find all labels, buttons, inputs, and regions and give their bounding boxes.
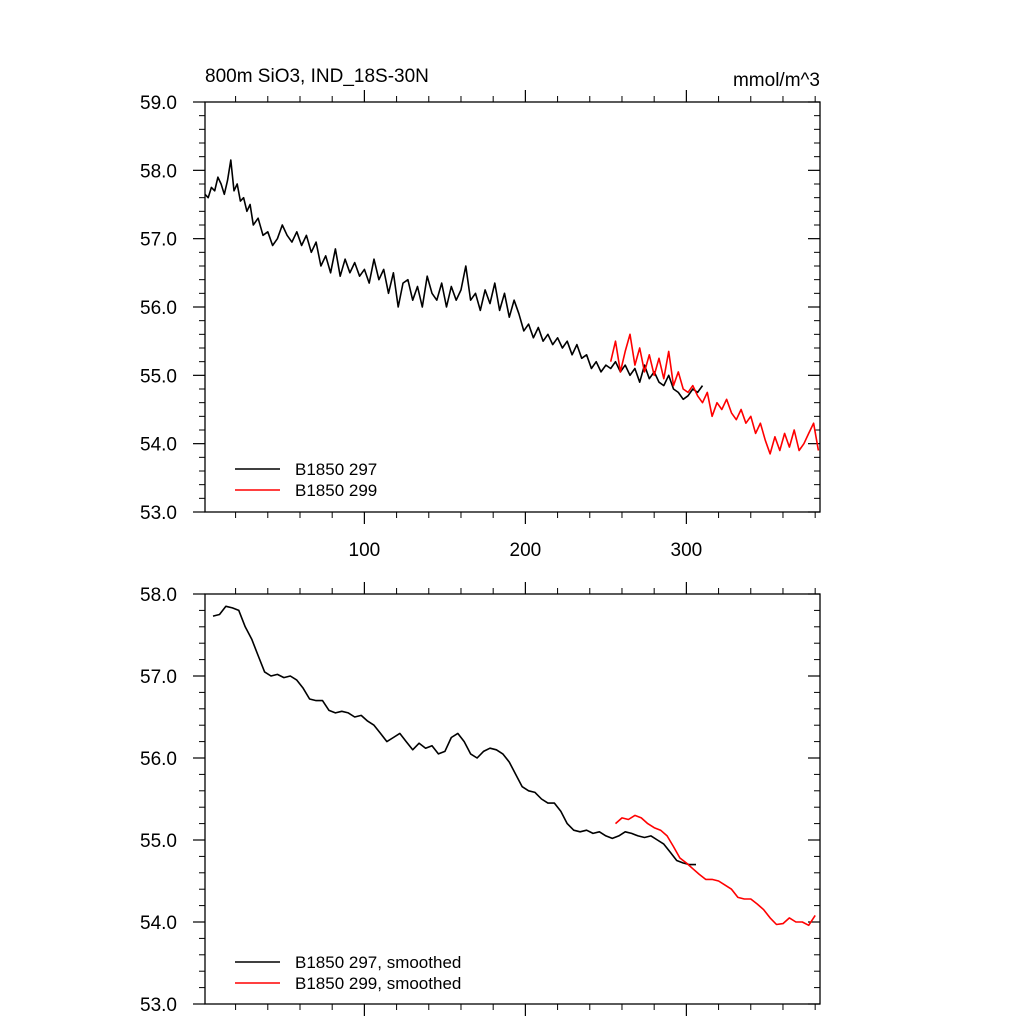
bottom-series-group xyxy=(212,605,816,927)
bottom-series-b1850-297-smoothed xyxy=(212,605,696,866)
top-ticks: 53.0 54.0 55.0 56.0 57.0 58.0 59.0 100 200 300 xyxy=(140,90,820,561)
top-xtick-label: 300 xyxy=(671,540,703,561)
bottom-legend-label-297: B1850 297, smoothed xyxy=(295,953,461,972)
bottom-legend: B1850 297, smoothed B1850 299, smoothed xyxy=(235,953,461,993)
top-ytick-label: 58.0 xyxy=(140,161,177,182)
top-ytick-label: 57.0 xyxy=(140,230,177,251)
top-ytick-label: 56.0 xyxy=(140,298,177,319)
top-legend-label-299: B1850 299 xyxy=(295,481,377,500)
top-ytick-label: 59.0 xyxy=(140,93,177,114)
bottom-ytick-label: 56.0 xyxy=(140,749,177,770)
bottom-plot-frame xyxy=(204,593,821,1005)
bottom-ytick-label: 55.0 xyxy=(140,831,177,852)
top-xtick-label: 200 xyxy=(510,540,542,561)
top-chart-units: mmol/m^3 xyxy=(733,70,820,91)
top-ytick-label: 54.0 xyxy=(140,435,177,456)
top-ytick-label: 53.0 xyxy=(140,503,177,524)
bottom-ytick-label: 58.0 xyxy=(140,585,177,606)
top-legend-label-297: B1850 297 xyxy=(295,460,377,479)
top-series-b1850-297 xyxy=(204,159,704,401)
top-series-group xyxy=(204,159,820,455)
top-xtick-label: 100 xyxy=(349,540,381,561)
bottom-ytick-label: 57.0 xyxy=(140,667,177,688)
top-series-b1850-299 xyxy=(609,333,820,455)
bottom-ticks: 53.0 54.0 55.0 56.0 57.0 58.0 xyxy=(140,582,820,1016)
top-panel: 800m SiO3, IND_18S-30N mmol/m^3 53.0 54.0… xyxy=(140,66,821,561)
bottom-series-b1850-299-smoothed xyxy=(614,814,816,927)
bottom-legend-label-299: B1850 299, smoothed xyxy=(295,974,461,993)
bottom-ytick-label: 54.0 xyxy=(140,913,177,934)
bottom-panel: 53.0 54.0 55.0 56.0 57.0 58.0 B1850 297, smoo… xyxy=(140,582,821,1016)
bottom-ytick-label: 53.0 xyxy=(140,995,177,1016)
top-legend: B1850 297 B1850 299 xyxy=(235,460,377,500)
top-chart-title: 800m SiO3, IND_18S-30N xyxy=(205,66,429,87)
top-ytick-label: 55.0 xyxy=(140,366,177,387)
